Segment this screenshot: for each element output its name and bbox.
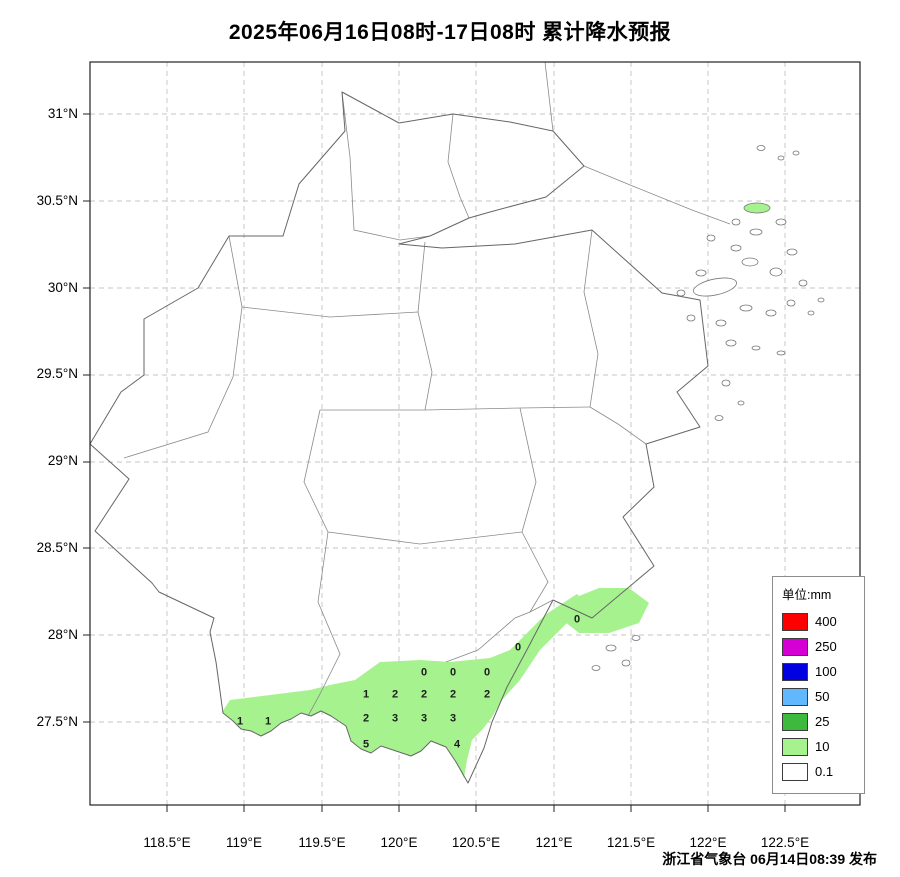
precip-value-label: 3 bbox=[449, 712, 457, 725]
precip-value-label: 3 bbox=[391, 712, 399, 725]
legend-value-label: 400 bbox=[815, 614, 837, 629]
province-boundary bbox=[89, 91, 709, 784]
legend-item: 10 bbox=[782, 734, 855, 759]
legend-swatch bbox=[782, 687, 808, 706]
legend-item: 100 bbox=[782, 659, 855, 684]
legend-swatch bbox=[782, 612, 808, 631]
lon-tick-label: 118.5°E bbox=[143, 835, 191, 850]
legend-swatch bbox=[782, 762, 808, 781]
legend-value-label: 0.1 bbox=[815, 764, 834, 779]
lon-tick-label: 120.5°E bbox=[451, 835, 501, 850]
lat-tick-label: 28.5°N bbox=[36, 540, 78, 555]
legend-item: 25 bbox=[782, 709, 855, 734]
lon-tick-label: 122.5°E bbox=[760, 835, 810, 850]
precip-value-label: 0 bbox=[573, 613, 581, 626]
legend-value-label: 25 bbox=[815, 714, 830, 729]
lat-tick-label: 27.5°N bbox=[36, 714, 78, 729]
precip-value-label: 4 bbox=[453, 738, 461, 751]
lon-tick-label: 121.5°E bbox=[606, 835, 656, 850]
islands bbox=[591, 145, 825, 671]
precip-value-label: 3 bbox=[420, 712, 428, 725]
legend-title: 单位:mm bbox=[782, 588, 832, 602]
internal-boundaries bbox=[123, 61, 731, 717]
map-frame bbox=[89, 61, 861, 806]
lat-tick-label: 30.5°N bbox=[36, 193, 78, 208]
legend-panel: 单位:mm 400 250 100 50 25 10 0.1 bbox=[772, 576, 865, 794]
legend-value-label: 100 bbox=[815, 664, 837, 679]
lat-tick-label: 29°N bbox=[47, 453, 78, 468]
precip-shaded-region bbox=[222, 203, 770, 778]
legend-swatch bbox=[782, 737, 808, 756]
precip-value-label: 1 bbox=[236, 715, 244, 728]
page-title: 2025年06月16日08时-17日08时 累计降水预报 bbox=[228, 21, 672, 44]
legend-value-label: 50 bbox=[815, 689, 830, 704]
precip-value-label: 2 bbox=[449, 688, 457, 701]
precip-value-label: 0 bbox=[449, 666, 457, 679]
lat-tick-label: 29.5°N bbox=[36, 366, 78, 381]
lon-tick-label: 121°E bbox=[535, 835, 573, 850]
legend-swatch bbox=[782, 712, 808, 731]
precip-value-label: 2 bbox=[420, 688, 428, 701]
legend-value-label: 250 bbox=[815, 639, 837, 654]
lon-tick-label: 122°E bbox=[689, 835, 727, 850]
lon-tick-label: 120°E bbox=[380, 835, 418, 850]
precip-value-label: 0 bbox=[483, 666, 491, 679]
precip-value-label: 5 bbox=[362, 738, 370, 751]
issuer-note: 浙江省气象台 06月14日08:39 发布 bbox=[662, 851, 877, 867]
axis-ticks bbox=[83, 113, 786, 812]
lat-tick-label: 31°N bbox=[47, 106, 78, 121]
precip-value-label: 2 bbox=[483, 688, 491, 701]
lat-tick-label: 28°N bbox=[47, 627, 78, 642]
precip-value-label: 1 bbox=[264, 715, 272, 728]
legend-value-label: 10 bbox=[815, 739, 830, 754]
precip-value-label: 2 bbox=[362, 712, 370, 725]
legend-item: 250 bbox=[782, 634, 855, 659]
lon-tick-label: 119.5°E bbox=[298, 835, 346, 850]
lon-tick-label: 119°E bbox=[226, 835, 262, 850]
precip-value-label: 2 bbox=[391, 688, 399, 701]
legend-item: 50 bbox=[782, 684, 855, 709]
precip-value-label: 1 bbox=[362, 688, 370, 701]
precip-value-label: 0 bbox=[420, 666, 428, 679]
legend-item: 400 bbox=[782, 609, 855, 634]
zhejiang-precipitation-map bbox=[83, 61, 861, 812]
precip-value-label: 0 bbox=[514, 641, 522, 654]
legend-item: 0.1 bbox=[782, 759, 855, 784]
legend-swatch bbox=[782, 637, 808, 656]
map-plot-area: 0 0 0 0 0 1 2 2 2 2 2 3 3 3 1 1 5 4 bbox=[83, 61, 861, 812]
legend-swatch bbox=[782, 662, 808, 681]
lat-tick-label: 30°N bbox=[47, 280, 78, 295]
